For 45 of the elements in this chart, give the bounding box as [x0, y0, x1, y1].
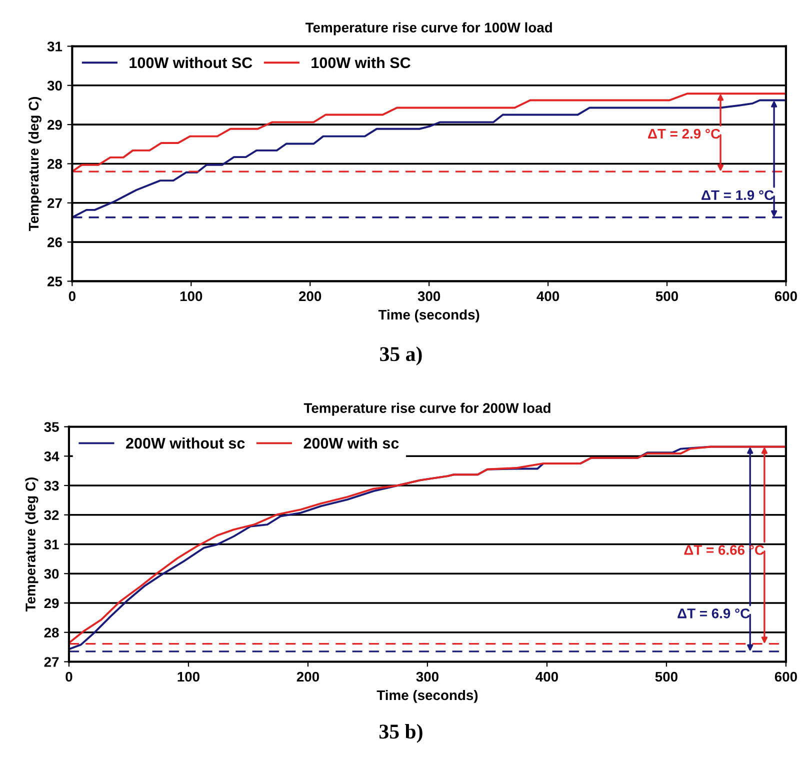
x-tick-label: 200	[299, 291, 322, 302]
y-tick-label: 31	[47, 42, 62, 52]
y-tick-label: 29	[44, 598, 59, 608]
x-tick-label: 400	[536, 672, 558, 682]
x-tick-label: 100	[178, 672, 200, 682]
y-tick-label: 35	[44, 422, 59, 432]
legend-label: 200W with sc	[304, 437, 399, 449]
y-tick-label: 30	[47, 80, 62, 91]
x-tick-label: 600	[774, 672, 797, 682]
y-tick-label: 34	[44, 451, 60, 462]
y-tick-label: 32	[44, 510, 59, 520]
x-axis-title: Time (seconds)	[378, 309, 480, 322]
x-tick-label: 300	[416, 672, 438, 682]
annotation: ΔT = 1.9 °C	[702, 190, 774, 200]
text: 35 b)	[380, 724, 422, 743]
x-tick-label: 600	[774, 291, 797, 302]
text: 35 a)	[380, 346, 422, 366]
y-tick-label: 26	[47, 237, 62, 248]
x-tick-label: 500	[656, 291, 678, 302]
y-axis-title: Temperature (deg C)	[25, 478, 38, 612]
y-tick-label: 33	[44, 480, 59, 491]
y-tick-label: 31	[44, 540, 59, 550]
chart-title: Temperature rise curve for 200W load	[304, 402, 550, 416]
y-tick-label: 28	[44, 628, 59, 638]
y-tick-label: 25	[47, 276, 62, 286]
annotation: ΔT = 2.9 °C	[648, 128, 720, 139]
y-tick-label: 27	[47, 198, 62, 208]
chart-title: Temperature rise curve for 100W load	[305, 22, 552, 36]
x-tick-label: 100	[180, 291, 202, 302]
annotation: ΔT = 6.9 °C	[678, 608, 750, 618]
y-tick-label: 27	[44, 657, 59, 667]
legend-label: 200W without sc	[126, 437, 245, 449]
x-tick-label: 300	[418, 291, 440, 302]
y-tick-label: 28	[47, 159, 62, 169]
y-tick-label: 29	[47, 120, 62, 130]
x-tick-label: 0	[68, 291, 76, 302]
x-tick-label: 500	[655, 672, 678, 682]
y-axis-title: Temperature (deg C)	[28, 97, 42, 231]
x-axis-title: Time (seconds)	[376, 690, 478, 703]
x-tick-label: 0	[66, 672, 72, 682]
legend-label: 100W without SC	[130, 56, 252, 68]
x-tick-label: 400	[536, 291, 560, 302]
legend-label: 100W with SC	[312, 56, 410, 68]
x-tick-label: 200	[296, 672, 319, 682]
y-tick-label: 30	[44, 568, 59, 579]
